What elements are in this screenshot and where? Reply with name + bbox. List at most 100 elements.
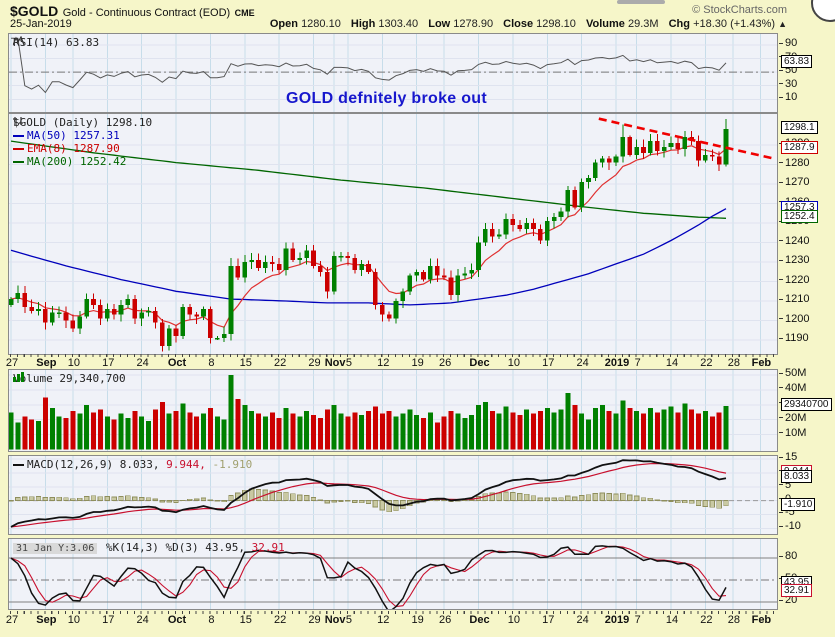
- x-axis-label: 2019: [604, 614, 630, 626]
- scrollbar-thumb[interactable]: [617, 0, 665, 4]
- x-axis-label: 10: [67, 614, 80, 626]
- x-axis-label: 26: [439, 357, 452, 369]
- volume-panel: Volume 29,340,700: [8, 369, 778, 452]
- y-axis-label: 1240: [779, 235, 809, 247]
- stoch-legend: 31 Jan Y:3.06 %K(14,3) %D(3) 43.95, 32.9…: [13, 541, 285, 555]
- hover-tooltip: 31 Jan Y:3.06: [13, 543, 98, 554]
- x-axis-label: 19: [411, 614, 424, 626]
- ema8-swatch: [13, 148, 24, 150]
- x-tickmarks: [10, 611, 780, 614]
- volume-panel-label: Volume 29,340,700: [13, 372, 126, 385]
- macd-legend: MACD(12,26,9) 8.033, 9.944, -1.910: [13, 458, 252, 471]
- x-axis-label: Nov: [324, 614, 346, 626]
- price-title: $GOLD (Daily) 1298.10: [13, 116, 153, 129]
- stoch-label: %K(14,3) %D(3): [105, 541, 199, 554]
- y-axis-label: 30: [779, 78, 797, 90]
- volume-plot: [9, 370, 777, 451]
- volume-bars-icon: [13, 372, 24, 382]
- x-axis-label: 17: [542, 357, 555, 369]
- close-label: Close: [503, 18, 534, 30]
- y-axis-label: 80: [779, 550, 797, 562]
- x-axis-label: 8: [208, 357, 215, 369]
- open-label: Open: [269, 18, 298, 30]
- stoch-plot: [9, 539, 777, 609]
- y-axis-label: 50M: [779, 367, 806, 379]
- volume-label: Volume: [585, 18, 625, 30]
- symbol: $GOLD: [10, 3, 59, 19]
- x-axis-label: 17: [102, 357, 115, 369]
- x-axis-label: 28: [727, 357, 740, 369]
- y-axis-label: 1200: [779, 313, 809, 325]
- x-axis-label: 10: [507, 614, 520, 626]
- y-axis-label: -10: [779, 520, 801, 532]
- x-axis-label: 15: [239, 614, 252, 626]
- header-line1: $GOLD Gold - Continuous Contract (EOD) C…: [10, 3, 255, 21]
- rsi-label: RSI(14) 63.83: [13, 36, 100, 49]
- stochastics-panel: 31 Jan Y:3.06 %K(14,3) %D(3) 43.95, 32.9…: [8, 538, 778, 610]
- x-axis-label: Oct: [167, 614, 187, 626]
- volume-value: 29.3M: [627, 18, 659, 30]
- x-axis-label: 12: [377, 614, 390, 626]
- x-axis-label: 22: [700, 357, 713, 369]
- x-axis-label: 10: [507, 357, 520, 369]
- ma200-label: MA(200) 1252.42: [27, 155, 127, 168]
- x-axis-label: 10: [67, 357, 80, 369]
- x-axis-label: 12: [377, 357, 390, 369]
- chg-value: +18.30 (+1.43%): [693, 18, 776, 30]
- value-callout: 1252.4: [781, 210, 818, 224]
- y-axis-label: 1270: [779, 176, 809, 188]
- rsi-zigzag-icon: [13, 36, 24, 46]
- x-axis-label: 24: [136, 357, 149, 369]
- x-axis-mid: 27 Sep 10 17 24 Oct 8 15 22 29 Nov 5 12 19 26 Dec 10 17 24…: [0, 354, 835, 369]
- y-axis-label: 15: [779, 451, 797, 463]
- trendline: [598, 117, 775, 160]
- y-axis-strip: 9070503010129012801270126012501240123012…: [779, 0, 835, 637]
- x-axis-label: 29: [308, 614, 321, 626]
- high-value: 1303.40: [378, 18, 419, 30]
- chart-date: 25-Jan-2019: [10, 18, 72, 30]
- x-axis-label: 7: [634, 357, 641, 369]
- low-label: Low: [428, 18, 451, 30]
- y-axis-label: 1210: [779, 293, 809, 305]
- x-axis-label: 22: [274, 357, 287, 369]
- x-axis-label: 19: [411, 357, 424, 369]
- y-axis-label: -5: [779, 506, 795, 518]
- x-axis-bottom: 27 Sep 10 17 24 Oct 8 15 22 29 Nov 5 12 19 26 Dec 10 17 24…: [0, 611, 835, 626]
- rsi-plot: [9, 34, 777, 112]
- x-axis-label: Sep: [36, 614, 57, 626]
- x-axis-label: 27: [5, 614, 19, 626]
- x-axis-label: Dec: [469, 614, 490, 626]
- ma50-swatch: [13, 135, 24, 137]
- y-axis-label: 1220: [779, 274, 809, 286]
- candlestick-icon: [13, 117, 23, 125]
- x-axis-label: 22: [700, 614, 713, 626]
- x-axis-label: 2019: [604, 357, 630, 369]
- x-axis-label: Nov: [324, 357, 346, 369]
- value-callout: -1.910: [781, 497, 816, 511]
- x-axis-label: Oct: [167, 357, 187, 369]
- macd-swatch: [13, 464, 24, 466]
- x-tickmarks: [10, 354, 780, 357]
- x-axis-label: 5: [345, 614, 352, 626]
- x-axis-label: 14: [665, 357, 679, 369]
- rsi-legend: RSI(14) 63.83: [13, 36, 99, 49]
- y-axis-label: 90: [779, 37, 797, 49]
- value-callout: 8.033: [781, 470, 813, 484]
- stoch-d-value: 32.91: [251, 541, 285, 554]
- high-label: High: [350, 18, 376, 30]
- x-axis-label: 15: [239, 357, 252, 369]
- x-axis-label: 29: [308, 357, 321, 369]
- x-axis-label: 28: [727, 614, 740, 626]
- x-axis-label: 24: [136, 614, 149, 626]
- macd-panel: MACD(12,26,9) 8.033, 9.944, -1.910: [8, 455, 778, 535]
- stockcharts-credit: © StockCharts.com: [692, 4, 787, 16]
- quote-bar: Open 1280.10 High 1303.40 Low 1278.90 Cl…: [263, 18, 787, 30]
- macd-value: 8.033,: [119, 458, 160, 471]
- x-axis-label: 24: [576, 614, 589, 626]
- x-axis-label: Sep: [36, 357, 57, 369]
- x-axis-label: 7: [634, 614, 641, 626]
- value-callout: 63.83: [781, 54, 813, 68]
- x-axis-label: 26: [439, 614, 452, 626]
- rsi-panel: RSI(14) 63.83: [8, 33, 778, 113]
